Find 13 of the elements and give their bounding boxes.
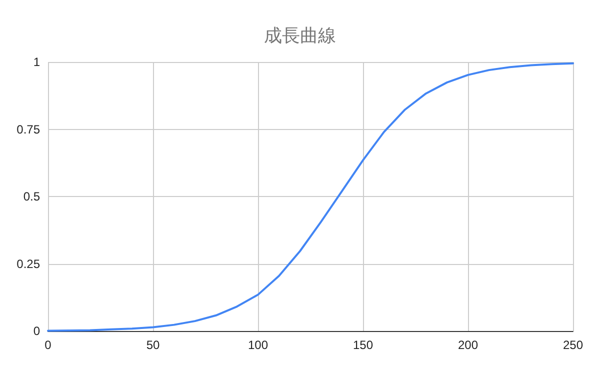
x-tick-label: 50 [146,338,160,352]
x-tick-label: 150 [352,338,374,352]
x-tick-label: 200 [458,338,478,352]
y-tick-label: 1 [33,55,40,69]
y-tick-label: 0.25 [16,256,40,271]
x-tick-label: 100 [248,338,268,352]
line-series [47,62,574,332]
x-tick-label: 250 [562,338,584,352]
x-tick-label: 0 [44,338,52,352]
y-tick-label: 0.5 [23,190,40,204]
y-tick-label: 0.75 [16,122,40,136]
y-tick-label: 0 [33,324,40,338]
chart-title: 成長曲線 [264,26,336,46]
